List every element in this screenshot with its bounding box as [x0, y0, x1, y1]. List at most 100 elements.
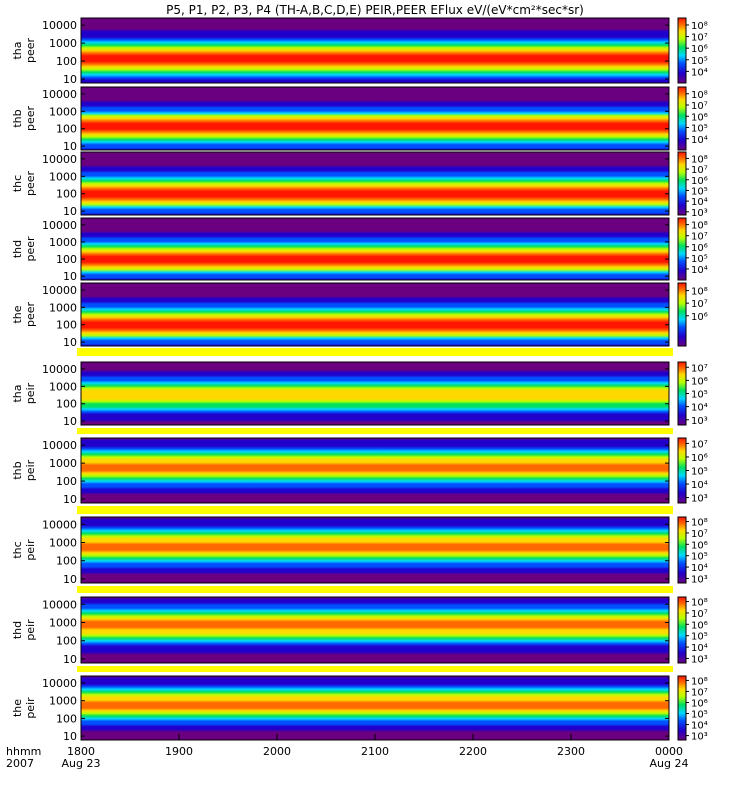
- panel-probe-label: thd: [11, 621, 24, 639]
- panel-probe-label: thd: [11, 240, 24, 258]
- panel-product-label: peer: [24, 171, 37, 197]
- panel-product-label: peir: [24, 619, 37, 641]
- colorbar-tick-label: 10⁵: [691, 186, 708, 197]
- panel-thb-peir: 10000 1000 100 10 thb peir 10⁷ 10⁶ 10⁵ 10⁴ 10³: [11, 437, 708, 506]
- colorbar-tick-label: 10⁶: [691, 243, 708, 254]
- panel-probe-label: thc: [11, 541, 24, 558]
- y-tick-label: 10000: [42, 219, 77, 232]
- spectrogram-image: [81, 597, 669, 663]
- y-tick-label: 100: [56, 635, 77, 648]
- y-tick-label: 10: [63, 493, 77, 506]
- x-tick-label: 2200: [459, 745, 487, 758]
- colorbar-tick-label: 10⁶: [691, 44, 708, 55]
- colorbar-tick-label: 10⁶: [691, 698, 708, 709]
- spectrogram-image: [81, 218, 669, 280]
- panel-product-label: peer: [24, 38, 37, 64]
- colorbar-tick-label: 10³: [691, 654, 708, 665]
- y-tick-label: 1000: [49, 236, 77, 249]
- x-tick-label: 0000: [655, 745, 683, 758]
- y-tick-label: 1000: [49, 105, 77, 118]
- spectrogram-image: [81, 676, 669, 740]
- x-tick-label: 2000: [263, 745, 291, 758]
- colorbar-tick-label: 10³: [691, 574, 708, 585]
- y-tick-label: 100: [56, 398, 77, 411]
- colorbar-tick-label: 10³: [691, 208, 708, 219]
- colorbar-tick-label: 10³: [691, 732, 708, 743]
- spectrogram-image: [81, 87, 669, 150]
- colorbar-tick-label: 10⁷: [691, 439, 708, 450]
- panel-product-label: peir: [24, 697, 37, 719]
- x-tick-date: Aug 23: [62, 757, 101, 770]
- colorbar-tick-label: 10⁴: [691, 265, 708, 276]
- spectrogram-image: [81, 18, 669, 83]
- y-tick-label: 100: [56, 55, 77, 68]
- colorbar-tick-label: 10⁴: [691, 563, 708, 574]
- x-tick-label: 2100: [361, 745, 389, 758]
- panel-probe-label: thc: [11, 175, 24, 192]
- y-tick-label: 10000: [42, 439, 77, 452]
- colorbar: [677, 86, 687, 151]
- colorbar: [677, 596, 687, 664]
- colorbar-tick-label: 10⁷: [691, 687, 708, 698]
- panel-probe-label: the: [11, 305, 24, 323]
- y-tick-label: 1000: [49, 37, 77, 50]
- colorbar-tick-label: 10⁶: [691, 620, 708, 631]
- panel-frame: [80, 151, 670, 216]
- colorbar-tick-label: 10⁴: [691, 197, 708, 208]
- colorbar-tick-label: 10⁷: [691, 33, 708, 44]
- colorbar: [677, 675, 687, 741]
- y-tick-label: 10000: [42, 284, 77, 297]
- panel-product-label: peir: [24, 382, 37, 404]
- colorbar-tick-label: 10⁴: [691, 67, 708, 78]
- x-axis-label: hhmm: [6, 745, 41, 758]
- panel-product-label: peir: [24, 539, 37, 561]
- colorbar-tick-label: 10⁶: [691, 540, 708, 551]
- status-strip: [77, 666, 673, 672]
- panel-frame: [80, 86, 670, 151]
- panel-probe-label: thb: [11, 461, 24, 479]
- x-tick-label: 2300: [557, 745, 585, 758]
- y-tick-label: 10: [63, 205, 77, 218]
- panel-frame: [80, 361, 670, 426]
- colorbar: [677, 361, 687, 426]
- colorbar-tick-label: 10⁶: [691, 312, 708, 323]
- colorbar-tick-label: 10⁶: [691, 376, 708, 387]
- spectrogram-image: [81, 152, 669, 215]
- colorbar-tick-label: 10³: [691, 494, 708, 505]
- panel-frame: [80, 516, 670, 584]
- colorbar-tick-label: 10⁵: [691, 632, 708, 643]
- colorbar-tick-label: 10⁴: [691, 135, 708, 146]
- colorbar-tick-label: 10⁴: [691, 403, 708, 414]
- status-strip: [77, 428, 673, 434]
- panel-probe-label: tha: [11, 41, 24, 59]
- y-tick-label: 1000: [49, 301, 77, 314]
- y-tick-label: 10: [63, 573, 77, 586]
- colorbar-tick-label: 10⁶: [691, 112, 708, 123]
- y-tick-label: 10000: [42, 153, 77, 166]
- spectrogram-image: [81, 283, 669, 346]
- colorbar-tick-label: 10⁸: [691, 598, 708, 609]
- x-axis-year: 2007: [6, 757, 34, 770]
- colorbar-tick-label: 10⁷: [691, 529, 708, 540]
- spectrogram-image: [81, 517, 669, 583]
- colorbar-tick-label: 10⁴: [691, 643, 708, 654]
- colorbar: [677, 17, 687, 84]
- panel-frame: [80, 217, 670, 281]
- colorbar-tick-label: 10⁵: [691, 467, 708, 478]
- colorbar-tick-label: 10⁵: [691, 390, 708, 401]
- y-tick-label: 10: [63, 653, 77, 666]
- colorbar-tick-label: 10⁷: [691, 101, 708, 112]
- y-tick-label: 100: [56, 475, 77, 488]
- colorbar-tick-label: 10⁸: [691, 518, 708, 529]
- colorbar-tick-label: 10⁴: [691, 721, 708, 732]
- x-tick-label: 1900: [165, 745, 193, 758]
- y-tick-label: 10: [63, 336, 77, 349]
- colorbar-tick-label: 10⁷: [691, 232, 708, 243]
